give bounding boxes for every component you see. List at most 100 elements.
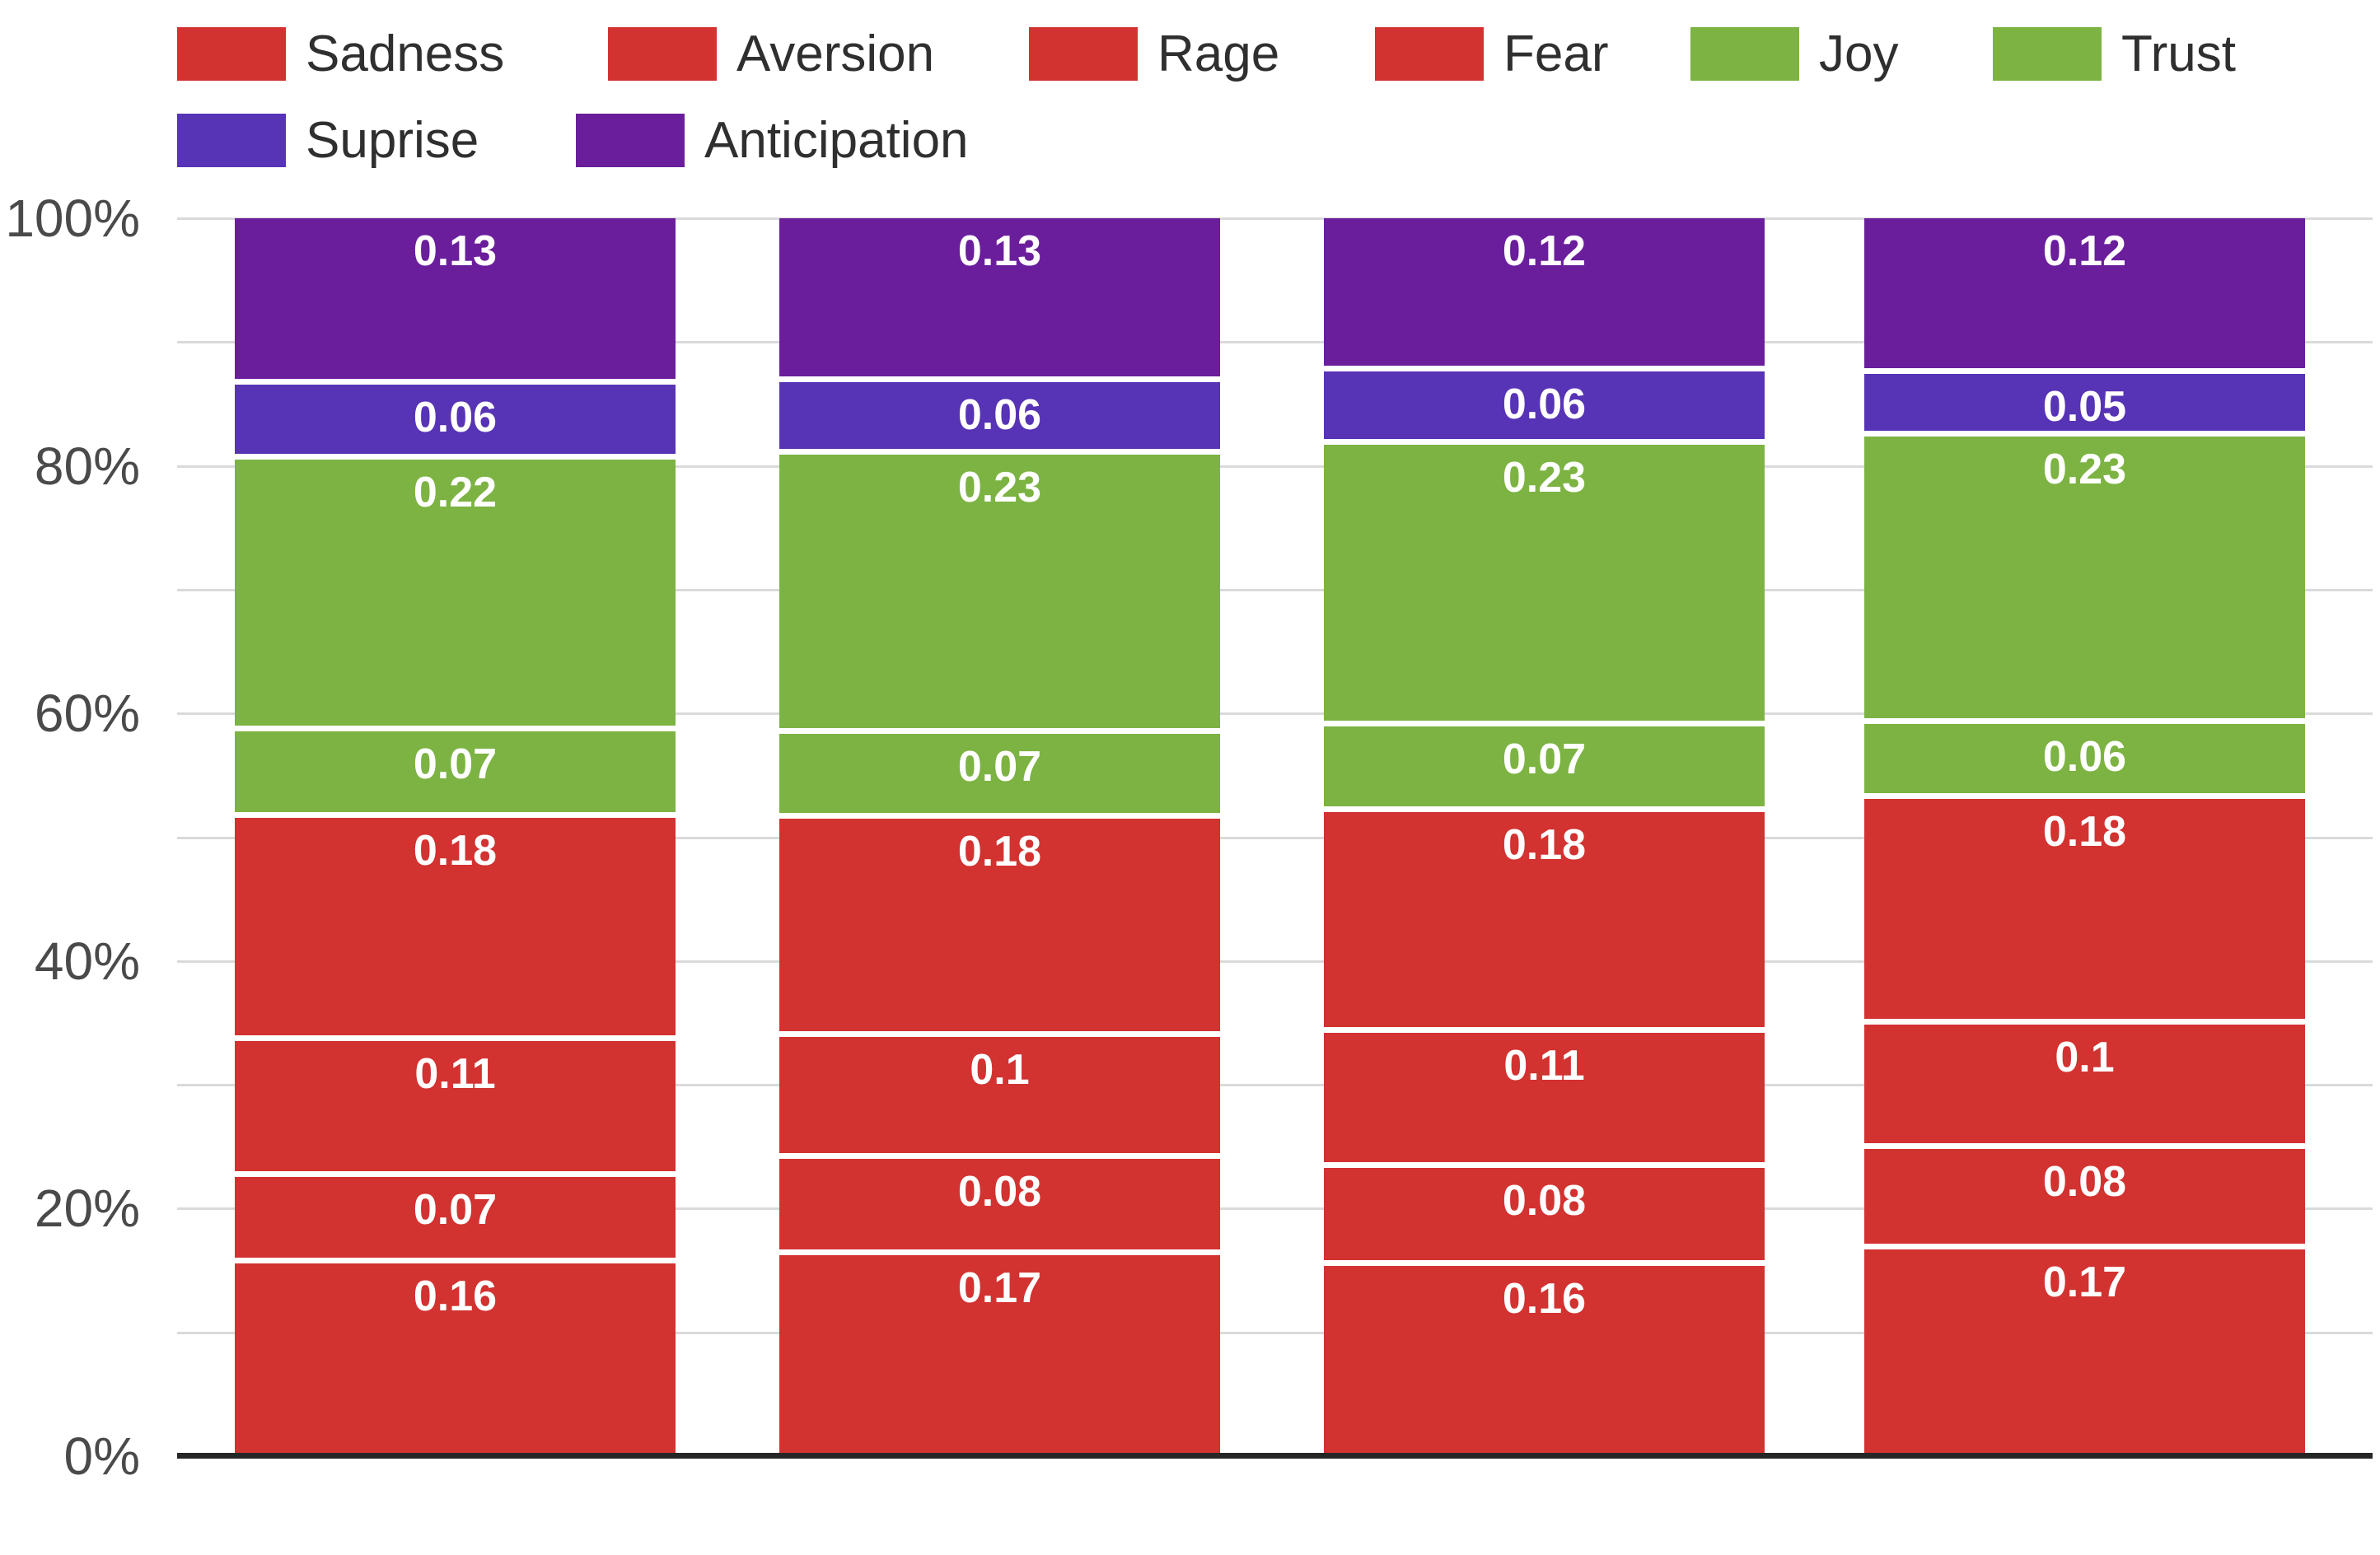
legend-item-joy: Joy xyxy=(1690,26,1899,82)
y-axis-tick-labels: 0% 20% 40% 60% 80% 100% xyxy=(0,189,140,1486)
value-label-universal-anticipation: 0.12 xyxy=(1502,227,1587,275)
bar-financiero: 0.13 0.06 0.22 0.07 0.18 0.11 0.07 0.16 xyxy=(235,218,676,1456)
value-label-excelsior-anticipation: 0.12 xyxy=(2042,227,2127,275)
y-tick-label-20: 20% xyxy=(34,1179,140,1239)
segment-financiero-anticipation[interactable]: 0.13 xyxy=(235,218,676,380)
legend-label-joy: Joy xyxy=(1819,26,1899,82)
gridline-40 xyxy=(177,960,2373,963)
legend-label-aversion: Aversion xyxy=(736,26,935,82)
legend-label-sadness: Sadness xyxy=(306,26,505,82)
segment-universal-rage[interactable]: 0.11 xyxy=(1324,1027,1765,1162)
segment-milenio-aversion[interactable]: 0.08 xyxy=(779,1152,1220,1250)
legend-item-trust: Trust xyxy=(1993,26,2236,82)
value-label-universal-fear: 0.18 xyxy=(1502,821,1587,870)
legend-item-suprise: Suprise xyxy=(177,112,479,169)
legend-swatch-anticipation-icon xyxy=(576,114,685,167)
legend-label-trust: Trust xyxy=(2121,26,2236,82)
legend-item-sadness: Sadness xyxy=(177,26,505,82)
gridline-10 xyxy=(177,1331,2373,1334)
segment-financiero-fear[interactable]: 0.18 xyxy=(235,812,676,1035)
value-label-excelsior-fear: 0.18 xyxy=(2042,808,2127,857)
legend-swatch-trust-icon xyxy=(1993,27,2102,81)
y-tick-label-40: 40% xyxy=(34,931,140,991)
gridline-20 xyxy=(177,1207,2373,1211)
value-label-milenio-trust: 0.23 xyxy=(957,463,1042,511)
segment-excelsior-fear[interactable]: 0.18 xyxy=(1864,793,2305,1019)
legend-swatch-fear-icon xyxy=(1375,27,1484,81)
segment-milenio-fear[interactable]: 0.18 xyxy=(779,813,1220,1032)
value-label-universal-trust: 0.23 xyxy=(1502,453,1587,502)
gridline-70 xyxy=(177,588,2373,591)
segment-financiero-trust[interactable]: 0.22 xyxy=(235,453,676,726)
value-label-financiero-trust: 0.22 xyxy=(413,468,498,516)
value-label-milenio-fear: 0.18 xyxy=(957,828,1042,876)
segment-financiero-sadness[interactable]: 0.16 xyxy=(235,1258,676,1456)
segment-financiero-suprise[interactable]: 0.06 xyxy=(235,379,676,454)
segment-milenio-rage[interactable]: 0.1 xyxy=(779,1031,1220,1153)
value-label-milenio-sadness: 0.17 xyxy=(957,1264,1042,1313)
legend-item-fear: Fear xyxy=(1375,26,1608,82)
segment-financiero-joy[interactable]: 0.07 xyxy=(235,726,676,813)
segment-universal-aversion[interactable]: 0.08 xyxy=(1324,1161,1765,1260)
segment-excelsior-aversion[interactable]: 0.08 xyxy=(1864,1143,2305,1244)
legend-item-anticipation: Anticipation xyxy=(576,112,969,169)
y-tick-label-0: 0% xyxy=(63,1427,141,1486)
value-label-universal-joy: 0.07 xyxy=(1502,735,1587,784)
segment-excelsior-sadness[interactable]: 0.17 xyxy=(1864,1243,2305,1456)
segment-milenio-trust[interactable]: 0.23 xyxy=(779,448,1220,728)
value-label-excelsior-sadness: 0.17 xyxy=(2042,1258,2127,1306)
value-label-excelsior-joy: 0.06 xyxy=(2042,733,2127,782)
bar-milenio: 0.13 0.06 0.23 0.07 0.18 0.1 0.08 0.17 xyxy=(779,218,1220,1456)
segment-excelsior-joy[interactable]: 0.06 xyxy=(1864,718,2305,794)
value-label-universal-aversion: 0.08 xyxy=(1502,1176,1587,1225)
legend-label-anticipation: Anticipation xyxy=(704,112,969,169)
value-label-financiero-sadness: 0.16 xyxy=(413,1272,498,1321)
legend-label-rage: Rage xyxy=(1157,26,1280,82)
segment-universal-anticipation[interactable]: 0.12 xyxy=(1324,218,1765,366)
value-label-milenio-rage: 0.1 xyxy=(970,1046,1030,1095)
segment-excelsior-rage[interactable]: 0.1 xyxy=(1864,1018,2305,1144)
legend-swatch-sadness-icon xyxy=(177,27,286,81)
gridline-80 xyxy=(177,465,2373,468)
value-label-milenio-anticipation: 0.13 xyxy=(957,227,1042,275)
value-label-excelsior-trust: 0.23 xyxy=(2042,446,2127,494)
legend-item-aversion: Aversion xyxy=(608,26,935,82)
value-label-excelsior-aversion: 0.08 xyxy=(2042,1158,2127,1207)
gridline-60 xyxy=(177,712,2373,716)
segment-milenio-sadness[interactable]: 0.17 xyxy=(779,1249,1220,1456)
segment-universal-fear[interactable]: 0.18 xyxy=(1324,806,1765,1028)
bar-universal: 0.12 0.06 0.23 0.07 0.18 0.11 0.08 0.16 xyxy=(1324,218,1765,1456)
legend-swatch-rage-icon xyxy=(1029,27,1138,81)
segment-universal-suprise[interactable]: 0.06 xyxy=(1324,365,1765,439)
segment-excelsior-suprise[interactable]: 0.05 xyxy=(1864,368,2305,432)
value-label-financiero-rage: 0.11 xyxy=(414,1049,496,1098)
gridline-30 xyxy=(177,1084,2373,1087)
y-tick-label-60: 60% xyxy=(34,684,140,744)
segment-excelsior-trust[interactable]: 0.23 xyxy=(1864,431,2305,719)
gridline-50 xyxy=(177,836,2373,839)
plot-area: 0.130.060.220.070.180.110.070.16Financie… xyxy=(177,217,2373,1459)
segment-milenio-suprise[interactable]: 0.06 xyxy=(779,376,1220,449)
segment-milenio-anticipation[interactable]: 0.13 xyxy=(779,218,1220,376)
segment-excelsior-anticipation[interactable]: 0.12 xyxy=(1864,218,2305,369)
segment-milenio-joy[interactable]: 0.07 xyxy=(779,727,1220,813)
value-label-financiero-suprise: 0.06 xyxy=(413,394,498,442)
bar-excelsior: 0.12 0.05 0.23 0.06 0.18 0.1 0.08 0.17 xyxy=(1864,218,2305,1456)
segment-financiero-aversion[interactable]: 0.07 xyxy=(235,1171,676,1258)
segment-universal-trust[interactable]: 0.23 xyxy=(1324,438,1765,721)
segment-financiero-rage[interactable]: 0.11 xyxy=(235,1034,676,1172)
gridline-90 xyxy=(177,341,2373,344)
value-label-financiero-aversion: 0.07 xyxy=(413,1186,498,1235)
y-tick-label-80: 80% xyxy=(34,436,140,496)
value-label-universal-sadness: 0.16 xyxy=(1502,1274,1587,1323)
legend-swatch-suprise-icon xyxy=(177,114,286,167)
value-label-universal-suprise: 0.06 xyxy=(1502,380,1587,428)
segment-universal-joy[interactable]: 0.07 xyxy=(1324,721,1765,807)
value-label-milenio-joy: 0.07 xyxy=(957,742,1042,791)
segment-universal-sadness[interactable]: 0.16 xyxy=(1324,1259,1765,1456)
legend-label-suprise: Suprise xyxy=(306,112,479,169)
legend-item-rage: Rage xyxy=(1029,26,1280,82)
value-label-financiero-joy: 0.07 xyxy=(413,740,498,789)
legend-swatch-aversion-icon xyxy=(608,27,717,81)
